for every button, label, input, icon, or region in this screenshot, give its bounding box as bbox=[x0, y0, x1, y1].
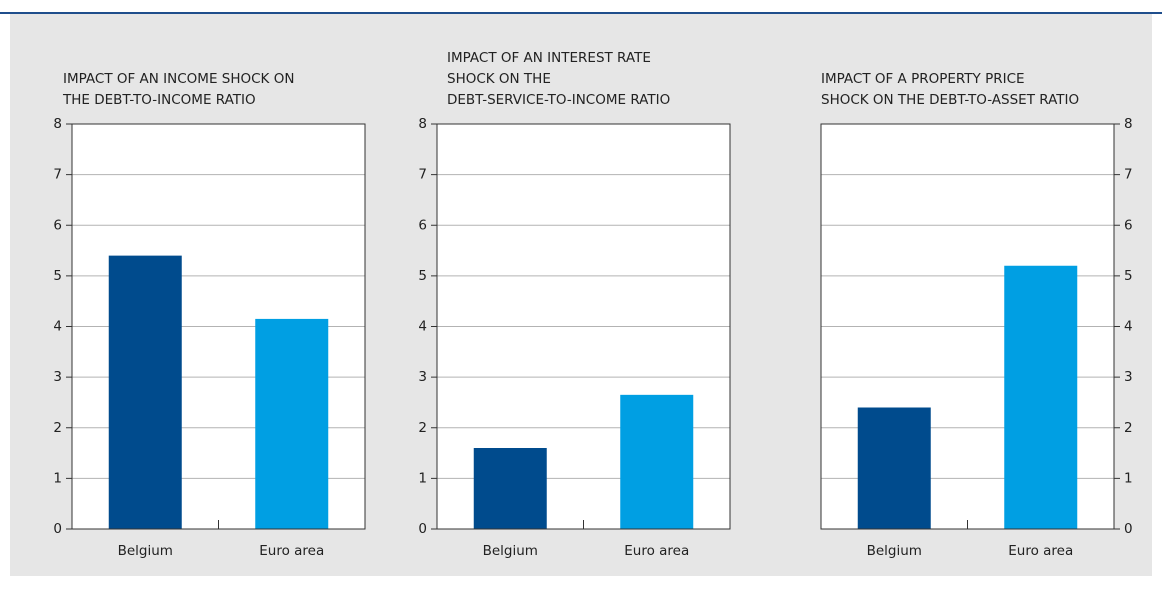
y-tick-label: 3 bbox=[418, 369, 427, 385]
y-tick-label: 8 bbox=[418, 116, 427, 132]
y-tick-label: 0 bbox=[418, 521, 427, 537]
y-tick-label: 2 bbox=[418, 420, 427, 436]
bar bbox=[857, 407, 931, 529]
bar bbox=[620, 394, 694, 529]
y-tick-label: 4 bbox=[1124, 319, 1133, 335]
y-tick-label: 0 bbox=[1124, 521, 1133, 537]
y-tick-label: 6 bbox=[1124, 217, 1133, 233]
y-tick-label: 2 bbox=[1124, 420, 1133, 436]
y-tick-label: 0 bbox=[53, 521, 62, 537]
y-tick-label: 2 bbox=[53, 420, 62, 436]
x-tick-label: Belgium bbox=[867, 543, 922, 559]
bar bbox=[473, 448, 547, 529]
y-tick-label: 7 bbox=[53, 167, 62, 183]
chart-title: SHOCK ON THE bbox=[447, 71, 551, 87]
y-tick-label: 5 bbox=[53, 268, 62, 284]
plot-border bbox=[436, 123, 731, 530]
chart-title: DEBT-SERVICE-TO-INCOME RATIO bbox=[447, 92, 670, 108]
chart-title: THE DEBT-TO-INCOME RATIO bbox=[62, 92, 256, 108]
x-tick-label: Belgium bbox=[118, 543, 173, 559]
plot-border bbox=[71, 123, 366, 530]
y-tick-label: 3 bbox=[53, 369, 62, 385]
y-tick-label: 1 bbox=[418, 470, 427, 486]
bar bbox=[255, 318, 329, 529]
x-tick-label: Belgium bbox=[483, 543, 538, 559]
bar bbox=[1004, 265, 1078, 529]
y-tick-label: 7 bbox=[1124, 167, 1133, 183]
y-tick-label: 5 bbox=[418, 268, 427, 284]
y-tick-label: 8 bbox=[1124, 116, 1133, 132]
y-tick-label: 5 bbox=[1124, 268, 1133, 284]
chart-title: IMPACT OF AN INCOME SHOCK ON bbox=[63, 71, 294, 87]
y-tick-label: 6 bbox=[418, 217, 427, 233]
y-tick-label: 1 bbox=[53, 470, 62, 486]
chart-title: IMPACT OF A PROPERTY PRICE bbox=[821, 71, 1025, 87]
y-tick-label: 7 bbox=[418, 167, 427, 183]
x-tick-label: Euro area bbox=[624, 543, 689, 559]
y-tick-label: 4 bbox=[418, 319, 427, 335]
bar bbox=[108, 255, 182, 529]
plot-border bbox=[820, 123, 1115, 530]
y-tick-label: 6 bbox=[53, 217, 62, 233]
y-tick-label: 3 bbox=[1124, 369, 1133, 385]
y-tick-label: 4 bbox=[53, 319, 62, 335]
y-tick-label: 8 bbox=[53, 116, 62, 132]
chart-title: IMPACT OF AN INTEREST RATE bbox=[447, 50, 651, 66]
x-tick-label: Euro area bbox=[1008, 543, 1073, 559]
y-tick-label: 1 bbox=[1124, 470, 1133, 486]
chart-title: SHOCK ON THE DEBT-TO-ASSET RATIO bbox=[821, 92, 1079, 108]
x-tick-label: Euro area bbox=[259, 543, 324, 559]
